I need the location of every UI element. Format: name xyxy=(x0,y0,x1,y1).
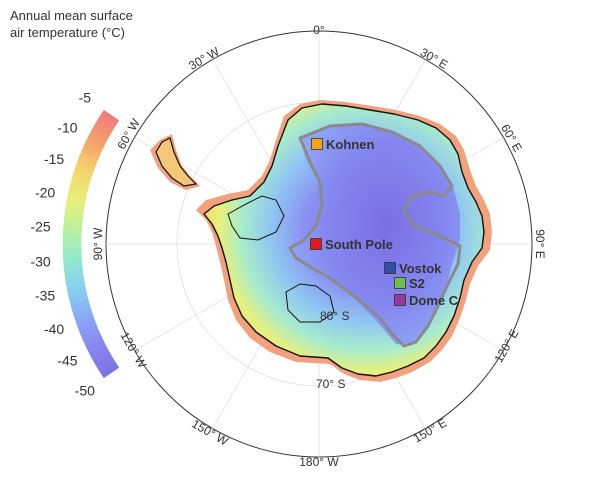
site-label: Dome C xyxy=(409,293,459,308)
lon-label-150e: 150° E xyxy=(411,415,449,445)
colorbar-tick-label: -30 xyxy=(30,253,50,269)
colorbar-arc xyxy=(62,109,120,379)
ross-ice-shelf xyxy=(285,283,335,323)
lon-label-30e: 30° E xyxy=(418,45,451,72)
lon-label-90e: 90° E xyxy=(533,229,547,258)
lat-label-80s: 80° S xyxy=(320,309,349,323)
colorbar-tick-label: -40 xyxy=(44,321,64,337)
lon-label-0: 0° xyxy=(313,23,325,37)
site-marker xyxy=(311,138,323,150)
site-marker xyxy=(394,277,406,289)
site-label: Vostok xyxy=(399,261,442,276)
site-marker xyxy=(384,262,396,274)
site-label: South Pole xyxy=(325,237,393,252)
cold-plateau xyxy=(296,124,460,346)
colorbar-title-line2: air temperature (°C) xyxy=(10,25,126,40)
lon-label-180w: 180° W xyxy=(299,455,339,469)
peninsula-coastline xyxy=(155,137,198,187)
weddell-ice-shelf xyxy=(227,195,285,241)
lon-label-30w: 30° W xyxy=(186,44,222,73)
site-label: Kohnen xyxy=(326,137,374,152)
colorbar-segment xyxy=(62,234,82,240)
colorbar-tick-label: -50 xyxy=(75,383,95,399)
colorbar-tick-label: -10 xyxy=(57,119,77,135)
colorbar-segment xyxy=(100,363,120,379)
site-marker xyxy=(394,294,406,306)
latitude-labels: 80° S 70° S xyxy=(316,309,349,391)
lon-label-120w: 120° W xyxy=(118,329,150,371)
colorbar-tick-label: -25 xyxy=(30,219,50,235)
coastline xyxy=(203,103,485,377)
site-label: S2 xyxy=(409,276,425,291)
lon-label-150w: 150° W xyxy=(189,417,231,449)
colorbar-segment xyxy=(62,243,82,250)
colorbar-tick-labels: -5-10 -15 -20 -25 -30 -35 -40 -45 -50 xyxy=(30,89,95,398)
colorbar-segment xyxy=(62,238,82,245)
colorbar-title-line1: Annual mean surface xyxy=(10,8,133,23)
colorbar-tick-label: -15 xyxy=(44,151,64,167)
lat-label-70s: 70° S xyxy=(316,377,345,391)
elevation-contour xyxy=(288,122,462,348)
colorbar-tick-label: -45 xyxy=(57,353,77,369)
colorbar-tick-label: -35 xyxy=(35,287,55,303)
site-marker xyxy=(310,238,322,250)
colorbar-tick-label: -5 xyxy=(79,89,92,105)
lon-label-90w: 90° W xyxy=(91,227,105,260)
colorbar-tick-label: -20 xyxy=(35,185,55,201)
